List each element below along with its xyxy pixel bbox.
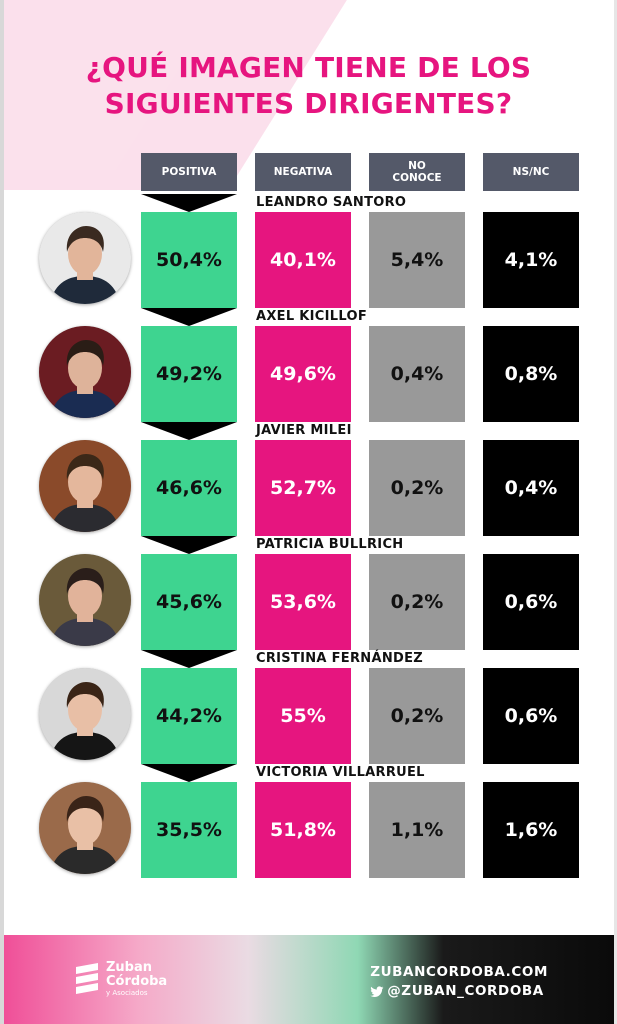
pointer-arrow-icon — [141, 308, 237, 326]
cell-positiva: 35,5% — [141, 782, 237, 878]
table-row: JAVIER MILEI 46,6% 52,7% 0,2% 0,4% — [0, 422, 617, 536]
table-row: CRISTINA FERNÁNDEZ 44,2% 55% 0,2% 0,6% — [0, 650, 617, 764]
pointer-arrow-icon — [141, 422, 237, 440]
leader-name: VICTORIA VILLARRUEL — [256, 765, 425, 780]
leader-avatar — [39, 326, 131, 418]
cell-negativa: 55% — [255, 668, 351, 764]
footer-links: ZUBANCORDOBA.COM @ZUBAN_CORDOBA — [370, 963, 548, 1001]
cell-positiva: 50,4% — [141, 212, 237, 308]
zuban-cordoba-logo-icon — [76, 963, 98, 994]
cell-negativa: 49,6% — [255, 326, 351, 422]
cell-ns-nc: 0,8% — [483, 326, 579, 422]
table-row: LEANDRO SANTORO 50,4% 40,1% 5,4% 4,1% — [0, 194, 617, 308]
brand-line-1: Zuban — [106, 960, 153, 975]
twitter-handle: @ZUBAN_CORDOBA — [387, 983, 544, 999]
cell-positiva: 45,6% — [141, 554, 237, 650]
title-line-1: ¿QUÉ IMAGEN TIENE DE LOS — [85, 51, 532, 84]
cell-negativa: 51,8% — [255, 782, 351, 878]
brand: Zuban Córdoba y Asociados — [72, 961, 167, 998]
cell-no-conoce: 0,2% — [369, 440, 465, 536]
table-row: AXEL KICILLOF 49,2% 49,6% 0,4% 0,8% — [0, 308, 617, 422]
leader-name: CRISTINA FERNÁNDEZ — [256, 651, 424, 666]
cell-no-conoce: 0,2% — [369, 554, 465, 650]
cell-ns-nc: 0,4% — [483, 440, 579, 536]
table-row: PATRICIA BULLRICH 45,6% 53,6% 0,2% 0,6% — [0, 536, 617, 650]
leader-name: LEANDRO SANTORO — [256, 195, 407, 210]
leader-avatar — [39, 440, 131, 532]
column-header-no-conoce: NO CONOCE — [369, 153, 465, 191]
twitter-bird-icon — [370, 985, 384, 997]
cell-ns-nc: 0,6% — [483, 668, 579, 764]
brand-sub: y Asociados — [106, 989, 148, 997]
cell-no-conoce: 0,4% — [369, 326, 465, 422]
leader-avatar — [39, 668, 131, 760]
footer-bar: Zuban Córdoba y Asociados ZUBANCORDOBA.C… — [4, 935, 614, 1024]
title-line-2: SIGUIENTES DIRIGENTES? — [104, 87, 513, 120]
cell-no-conoce: 0,2% — [369, 668, 465, 764]
leader-avatar — [39, 212, 131, 304]
leader-name: JAVIER MILEI — [256, 423, 352, 438]
left-edge — [0, 0, 4, 1024]
website-link[interactable]: ZUBANCORDOBA.COM — [370, 964, 548, 980]
cell-negativa: 40,1% — [255, 212, 351, 308]
cell-positiva: 46,6% — [141, 440, 237, 536]
cell-ns-nc: 1,6% — [483, 782, 579, 878]
pointer-arrow-icon — [141, 650, 237, 668]
pointer-arrow-icon — [141, 536, 237, 554]
column-header-ns-nc: NS/NC — [483, 153, 579, 191]
cell-negativa: 52,7% — [255, 440, 351, 536]
brand-text: Zuban Córdoba y Asociados — [106, 961, 167, 998]
cell-no-conoce: 1,1% — [369, 782, 465, 878]
pointer-arrow-icon — [141, 764, 237, 782]
column-header-positiva: POSITIVA — [141, 153, 237, 191]
cell-no-conoce: 5,4% — [369, 212, 465, 308]
leader-avatar — [39, 782, 131, 874]
cell-negativa: 53,6% — [255, 554, 351, 650]
right-edge — [614, 0, 617, 1024]
table-row: VICTORIA VILLARRUEL 35,5% 51,8% 1,1% 1,6% — [0, 764, 617, 878]
column-header-negativa: NEGATIVA — [255, 153, 351, 191]
cell-positiva: 44,2% — [141, 668, 237, 764]
twitter-handle-row[interactable]: @ZUBAN_CORDOBA — [370, 982, 548, 1001]
cell-ns-nc: 0,6% — [483, 554, 579, 650]
leader-name: PATRICIA BULLRICH — [256, 537, 404, 552]
page-title: ¿QUÉ IMAGEN TIENE DE LOS SIGUIENTES DIRI… — [0, 50, 617, 122]
leader-avatar — [39, 554, 131, 646]
cell-positiva: 49,2% — [141, 326, 237, 422]
brand-line-2: Córdoba — [106, 974, 168, 989]
leader-name: AXEL KICILLOF — [256, 309, 367, 324]
cell-ns-nc: 4,1% — [483, 212, 579, 308]
pointer-arrow-icon — [141, 194, 237, 212]
